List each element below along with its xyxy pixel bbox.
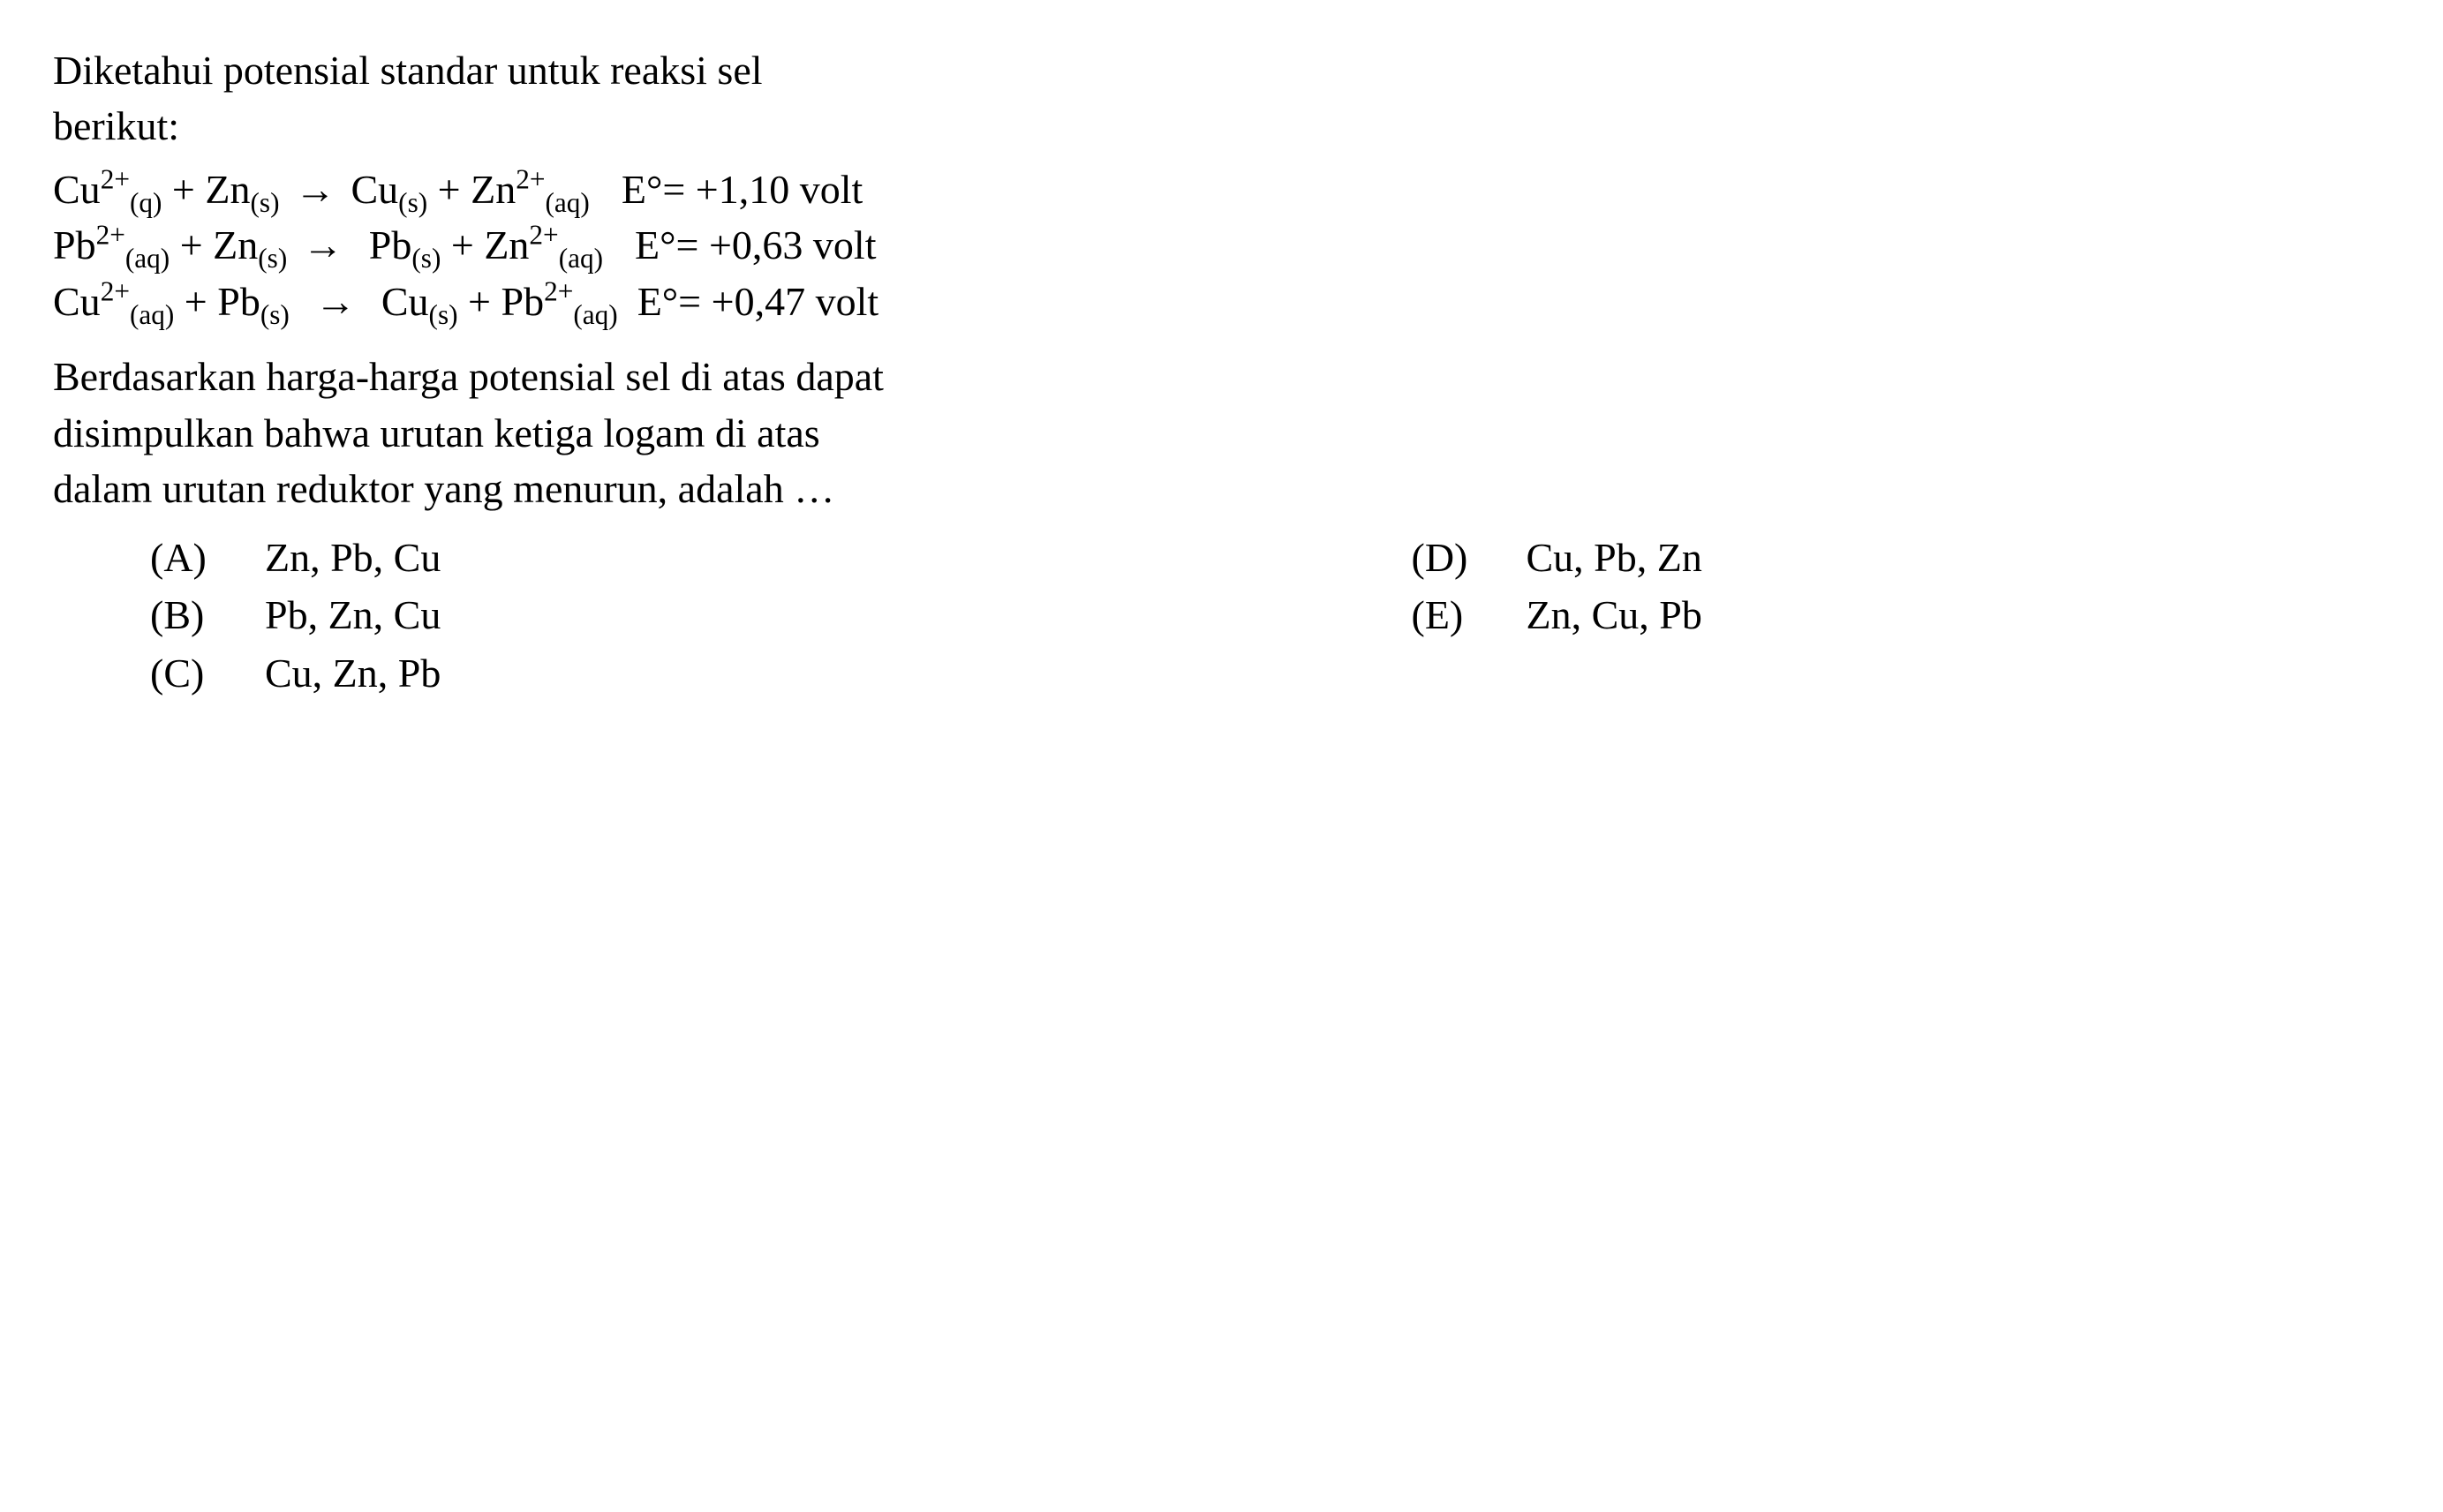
phase: (s) [429, 299, 458, 330]
phase: (s) [411, 244, 441, 275]
equation-row: Cu2+(q) + Zn(s) → Cu(s) + Zn2+(aq) E°= +… [53, 162, 2390, 217]
plus: + [174, 279, 217, 324]
e-value: +0,63 volt [709, 222, 877, 267]
phase: (aq) [559, 244, 603, 275]
plus: + [162, 167, 205, 212]
phase: (s) [250, 187, 279, 218]
question-line-1: Berdasarkan harga-harga potensial sel di… [53, 354, 884, 399]
equation-row: Cu2+(aq) + Pb(s) → Cu(s) + Pb2+(aq) E°= … [53, 274, 2390, 329]
options-block: (A) Zn, Pb, Cu (D) Cu, Pb, Zn (B) Pb, Zn… [53, 530, 2390, 701]
option-e[interactable]: (E) Zn, Cu, Pb [1412, 587, 2391, 643]
option-c[interactable]: (C) Cu, Zn, Pb [150, 645, 1129, 701]
species: Cu [53, 167, 101, 212]
e-label: E°= [622, 167, 696, 212]
intro-line-1: Diketahui potensial standar untuk reaksi… [53, 48, 763, 93]
potential-value: E°= +1,10 volt [590, 162, 863, 217]
phase: (aq) [546, 187, 590, 218]
phase: (q) [130, 187, 162, 218]
phase: (s) [260, 299, 290, 330]
e-label: E°= [635, 222, 709, 267]
equation-row: Pb2+(aq) + Zn(s) → Pb(s) + Zn2+(aq) E°= … [53, 217, 2390, 273]
equation-left: Cu2+(aq) + Pb(s) → Cu(s) + Pb2+(aq) [53, 274, 618, 329]
e-label: E°= [637, 279, 712, 324]
option-letter: (C) [150, 645, 265, 701]
potential-value: E°= +0,47 volt [618, 274, 878, 329]
e-value: +1,10 volt [696, 167, 863, 212]
charge: 2+ [516, 164, 545, 195]
species: Cu [53, 279, 101, 324]
species: Zn [205, 167, 250, 212]
charge: 2+ [529, 220, 558, 251]
intro-line-2: berikut: [53, 103, 179, 148]
equation-left: Cu2+(q) + Zn(s) → Cu(s) + Zn2+(aq) [53, 162, 590, 217]
phase: (aq) [125, 244, 170, 275]
charge: 2+ [96, 220, 125, 251]
option-a[interactable]: (A) Zn, Pb, Cu [150, 530, 1129, 585]
plus: + [427, 167, 471, 212]
species: Pb [53, 222, 96, 267]
phase: (s) [398, 187, 427, 218]
option-d[interactable]: (D) Cu, Pb, Zn [1412, 530, 2391, 585]
option-letter: (B) [150, 587, 265, 643]
charge: 2+ [101, 164, 130, 195]
phase: (aq) [130, 299, 174, 330]
charge: 2+ [544, 276, 573, 307]
species: Zn [471, 167, 516, 212]
option-text: Cu, Zn, Pb [265, 645, 441, 701]
option-text: Pb, Zn, Cu [265, 587, 441, 643]
option-letter: (D) [1412, 530, 1527, 585]
plus: + [441, 222, 484, 267]
phase: (aq) [573, 299, 617, 330]
potential-value: E°= +0,63 volt [603, 217, 876, 273]
option-text: Zn, Cu, Pb [1527, 587, 1702, 643]
option-letter: (E) [1412, 587, 1527, 643]
plus: + [170, 222, 213, 267]
species: Pb [501, 279, 544, 324]
species: Zn [484, 222, 529, 267]
question-line-3: dalam urutan reduktor yang menurun, adal… [53, 466, 834, 511]
option-text: Zn, Pb, Cu [265, 530, 441, 585]
equations-block: Cu2+(q) + Zn(s) → Cu(s) + Zn2+(aq) E°= +… [53, 162, 2390, 329]
charge: 2+ [101, 276, 130, 307]
species: Pb [369, 222, 412, 267]
species: Pb [217, 279, 260, 324]
option-letter: (A) [150, 530, 265, 585]
question-text: Berdasarkan harga-harga potensial sel di… [53, 349, 2390, 516]
species: Cu [351, 167, 398, 212]
e-value: +0,47 volt [712, 279, 879, 324]
phase: (s) [258, 244, 287, 275]
equation-left: Pb2+(aq) + Zn(s) → Pb(s) + Zn2+(aq) [53, 217, 603, 273]
species: Cu [381, 279, 429, 324]
option-text: Cu, Pb, Zn [1527, 530, 1702, 585]
arrow-icon: → [310, 274, 361, 329]
intro-text: Diketahui potensial standar untuk reaksi… [53, 42, 2390, 154]
option-b[interactable]: (B) Pb, Zn, Cu [150, 587, 1129, 643]
arrow-icon: → [298, 217, 349, 273]
species: Zn [213, 222, 258, 267]
arrow-icon: → [290, 162, 341, 217]
question-line-2: disimpulkan bahwa urutan ketiga logam di… [53, 410, 820, 455]
plus: + [458, 279, 501, 324]
